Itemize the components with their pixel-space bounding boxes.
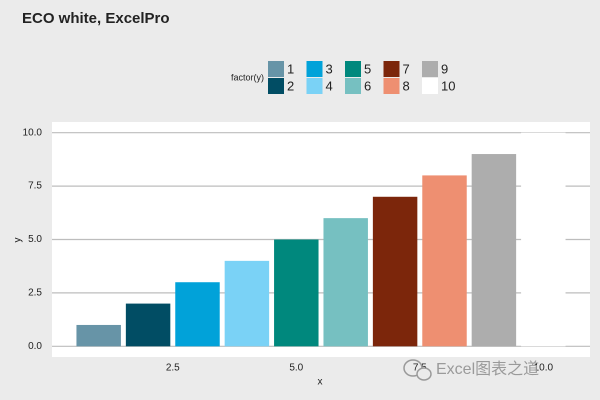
legend-label: 1 (287, 61, 294, 76)
bar (76, 324, 121, 347)
bar (521, 132, 566, 347)
legend-swatch (422, 78, 438, 94)
y-tick-label: 5.0 (28, 234, 42, 245)
legend-label: 8 (403, 78, 410, 93)
legend-label: 6 (364, 78, 371, 93)
x-tick-label: 10.0 (534, 363, 554, 374)
legend-swatch (268, 61, 284, 77)
legend-label: 9 (441, 61, 448, 76)
legend-swatch (268, 78, 284, 94)
chart-title: ECO white, ExcelPro (22, 10, 170, 27)
legend-title: factor(y) (231, 72, 264, 82)
y-axis-title: y (13, 238, 24, 243)
legend-label: 3 (326, 61, 333, 76)
bar (125, 303, 171, 347)
y-tick-label: 10.0 (23, 127, 43, 138)
x-tick-label: 5.0 (289, 363, 303, 374)
bar (323, 218, 368, 347)
legend-swatch (383, 78, 400, 94)
legend-swatch (306, 61, 323, 77)
x-tick-label: 2.5 (166, 363, 180, 374)
y-tick-label: 7.5 (28, 181, 42, 192)
bar (422, 175, 467, 347)
legend-label: 4 (326, 78, 333, 93)
bar (274, 239, 319, 347)
bar (175, 282, 220, 347)
legend-swatch (306, 78, 323, 94)
legend-swatch (345, 78, 361, 94)
y-tick-label: 2.5 (28, 288, 42, 299)
legend-swatch (422, 61, 438, 77)
watermark-icon (403, 359, 432, 381)
legend-label: 7 (403, 61, 410, 76)
x-tick-label: 7.5 (413, 363, 427, 374)
y-tick-label: 0.0 (28, 341, 42, 352)
bar (372, 196, 418, 347)
legend-label: 2 (287, 78, 294, 93)
watermark: Excel图表之道 (436, 360, 539, 378)
legend-swatch (345, 61, 361, 77)
legend-swatch (383, 61, 400, 77)
legend-label: 5 (364, 61, 371, 76)
bar (471, 154, 517, 347)
bar (224, 260, 270, 347)
x-axis-title: x (318, 377, 323, 388)
legend-label: 10 (441, 78, 455, 93)
